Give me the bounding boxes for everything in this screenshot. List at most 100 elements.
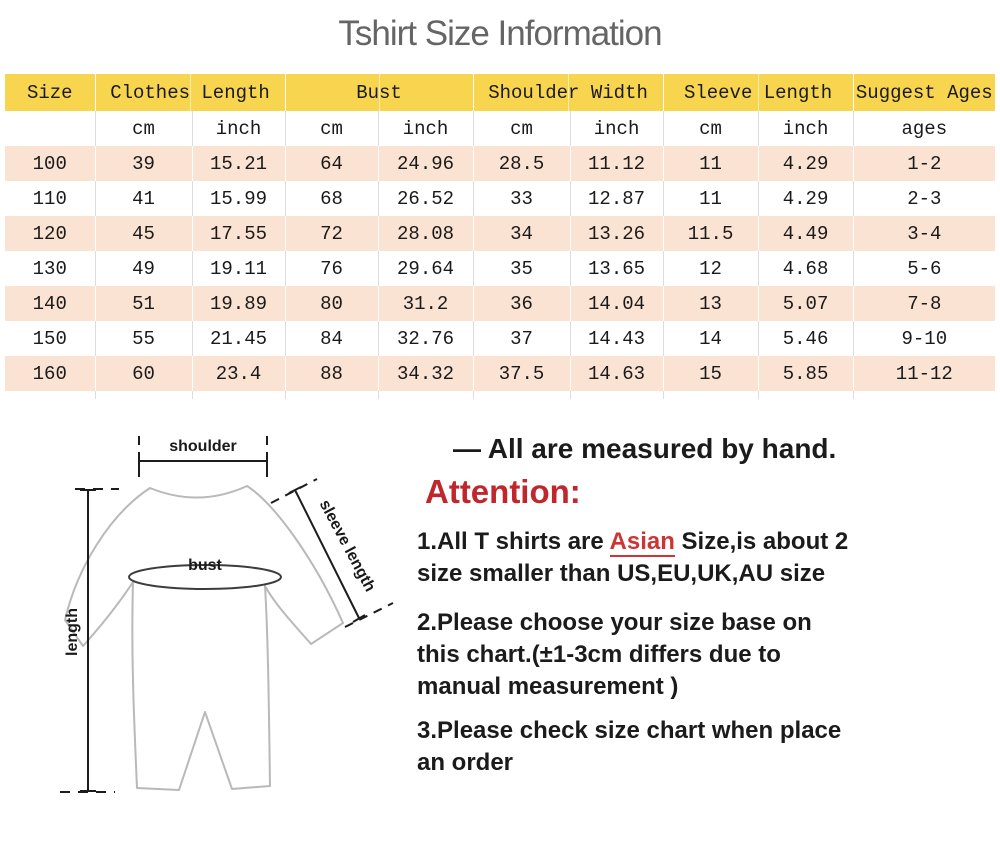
cell: 15 (662, 356, 759, 391)
header-clothes-length: Clothes Length (94, 74, 286, 111)
shoulder-label: shoulder (169, 438, 237, 455)
attention-heading: Attention: (425, 473, 581, 510)
cell: 80 (284, 286, 379, 321)
cell: 11 (662, 181, 759, 216)
cell: 15.99 (191, 181, 286, 216)
empty-row (5, 391, 996, 399)
cell: 35 (472, 251, 571, 286)
cell: 33 (472, 181, 571, 216)
cell: 51 (94, 286, 192, 321)
table-header-row: Size Clothes Length Bust Shoulder Width … (5, 74, 996, 111)
cell: 14 (662, 321, 759, 356)
length-dimension (60, 488, 119, 793)
unit-cell: inch (191, 111, 286, 146)
length-label: length (64, 608, 81, 656)
cell: 45 (94, 216, 192, 251)
cell: 11.12 (569, 146, 664, 181)
cell: 13.65 (569, 251, 664, 286)
unit-cell (5, 111, 95, 146)
cell: 36 (472, 286, 571, 321)
cell: 13.26 (569, 216, 664, 251)
unit-cell: cm (94, 111, 192, 146)
cell: 28.5 (472, 146, 571, 181)
cell: 130 (5, 251, 95, 286)
cell: 24.96 (377, 146, 474, 181)
cell: 140 (5, 286, 95, 321)
cell: 41 (94, 181, 192, 216)
cell: 88 (284, 356, 379, 391)
sleeve-length-label: sleeve length (316, 497, 379, 594)
bust-ellipse (128, 564, 282, 590)
cell: 110 (5, 181, 95, 216)
header-bust: Bust (284, 74, 474, 111)
cell: 100 (5, 146, 95, 181)
cell: 28.08 (377, 216, 474, 251)
cell: 17.55 (191, 216, 286, 251)
cell: 13 (662, 286, 759, 321)
unit-cell: cm (472, 111, 571, 146)
cell: 19.11 (191, 251, 286, 286)
cell: 9-10 (852, 321, 996, 356)
cell: 150 (5, 321, 95, 356)
header-size: Size (5, 74, 95, 111)
cell: 76 (284, 251, 379, 286)
table-row: 150 55 21.45 84 32.76 37 14.43 14 5.46 9… (5, 321, 996, 356)
garment-measurement-diagram: shoulder length sleeve length bust (60, 436, 394, 793)
cell: 21.45 (191, 321, 286, 356)
cell: 32.76 (377, 321, 474, 356)
unit-cell: cm (662, 111, 759, 146)
cell: 4.29 (757, 181, 854, 216)
cell: 23.4 (191, 356, 286, 391)
cell: 1-2 (852, 146, 996, 181)
cell: 5.85 (757, 356, 854, 391)
cell: 7-8 (852, 286, 996, 321)
note-1-pre: 1.All T shirts are (417, 528, 610, 555)
unit-cell: cm (284, 111, 379, 146)
cell: 14.63 (569, 356, 664, 391)
size-table: Size Clothes Length Bust Shoulder Width … (5, 74, 996, 399)
cell: 39 (94, 146, 192, 181)
notes-section: — All are measured by hand. Attention: 1… (417, 432, 992, 779)
cell: 4.68 (757, 251, 854, 286)
cell: 29.64 (377, 251, 474, 286)
cell: 72 (284, 216, 379, 251)
cell: 11-12 (852, 356, 996, 391)
cell: 11 (662, 146, 759, 181)
cell: 11.5 (662, 216, 759, 251)
table-row: 130 49 19.11 76 29.64 35 13.65 12 4.68 5… (5, 251, 996, 286)
note-2: 2.Please choose your size base on this ch… (417, 609, 812, 700)
table-row: 140 51 19.89 80 31.2 36 14.04 13 5.07 7-… (5, 286, 996, 321)
sleeve-length-dimension (270, 478, 394, 628)
cell: 31.2 (377, 286, 474, 321)
cell: 37.5 (472, 356, 571, 391)
unit-cell: inch (757, 111, 854, 146)
bust-label: bust (188, 557, 222, 574)
cell: 5.07 (757, 286, 854, 321)
cell: 49 (94, 251, 192, 286)
cell: 5.46 (757, 321, 854, 356)
cell: 2-3 (852, 181, 996, 216)
cell: 68 (284, 181, 379, 216)
cell: 4.29 (757, 146, 854, 181)
cell: 64 (284, 146, 379, 181)
cell: 19.89 (191, 286, 286, 321)
note-1-line2: size smaller than US,EU,UK,AU size (417, 560, 826, 587)
table-row: 120 45 17.55 72 28.08 34 13.26 11.5 4.49… (5, 216, 996, 251)
unit-cell: ages (852, 111, 996, 146)
cell: 26.52 (377, 181, 474, 216)
cell: 4.49 (757, 216, 854, 251)
table-row: 110 41 15.99 68 26.52 33 12.87 11 4.29 2… (5, 181, 996, 216)
table-row: 160 60 23.4 88 34.32 37.5 14.63 15 5.85 … (5, 356, 996, 391)
cell: 120 (5, 216, 95, 251)
note-3: 3.Please check size chart when place an o… (417, 717, 842, 776)
cell: 14.43 (569, 321, 664, 356)
cell: 34 (472, 216, 571, 251)
shoulder-dimension (138, 436, 268, 484)
cell: 15.21 (191, 146, 286, 181)
cell: 60 (94, 356, 192, 391)
cell: 84 (284, 321, 379, 356)
cell: 14.04 (569, 286, 664, 321)
note-1: 1.All T shirts are Asian Size,is about 2… (417, 526, 992, 590)
cell: 12 (662, 251, 759, 286)
cell: 12.87 (569, 181, 664, 216)
